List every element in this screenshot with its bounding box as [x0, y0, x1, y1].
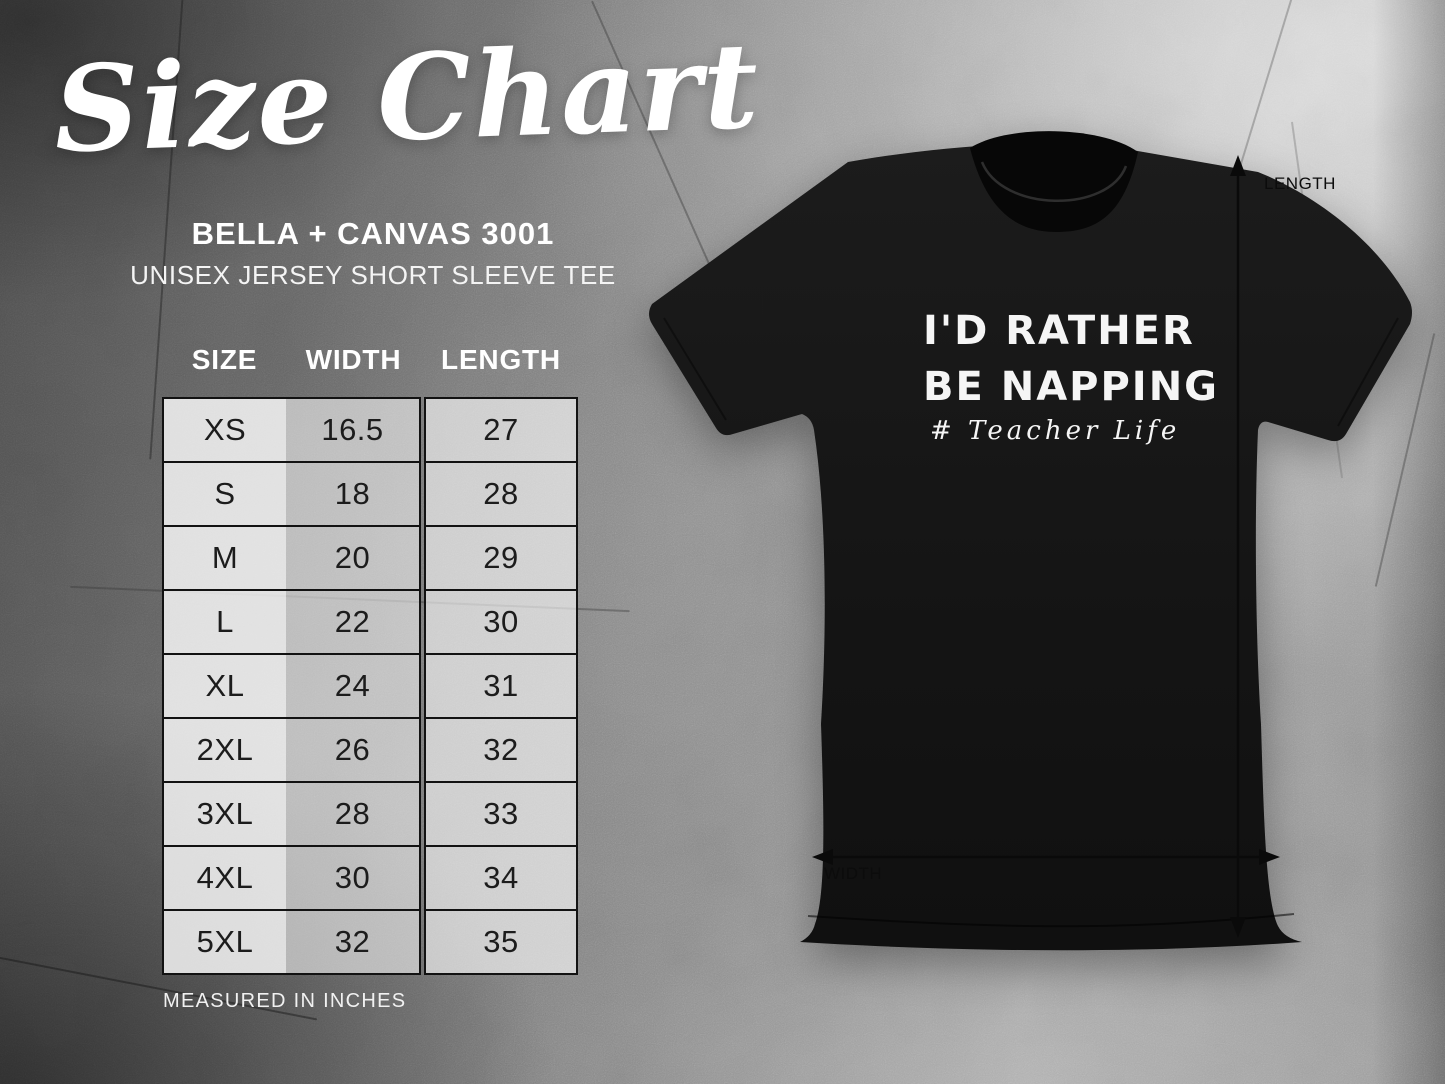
table-row: XL 24: [164, 655, 419, 719]
table-row: 29: [426, 527, 576, 591]
size-cell: XS: [164, 399, 286, 461]
subtitle-block: BELLA + CANVAS 3001 UNISEX JERSEY SHORT …: [118, 216, 628, 291]
length-cell: 29: [426, 527, 576, 589]
tshirt-graphic: [649, 131, 1412, 951]
size-cell: M: [164, 527, 286, 589]
table-row: 3XL 28: [164, 783, 419, 847]
length-label: LENGTH: [1264, 174, 1336, 193]
length-cell: 28: [426, 463, 576, 525]
length-cell: 31: [426, 655, 576, 717]
size-cell: 5XL: [164, 911, 286, 973]
size-cell: 4XL: [164, 847, 286, 909]
brand-name: BELLA + CANVAS 3001: [191, 216, 555, 251]
shirt-print-line2: BE NAPPING: [923, 364, 1219, 410]
table-row: 32: [426, 719, 576, 783]
width-cell: 32: [286, 911, 419, 973]
measurement-units-note: MEASURED IN INCHES: [163, 990, 407, 1012]
column-header-size: SIZE: [191, 344, 258, 375]
table-row: 31: [426, 655, 576, 719]
width-label: WIDTH: [824, 864, 883, 883]
width-cell: 18: [286, 463, 419, 525]
size-cell: S: [164, 463, 286, 525]
table-row: 28: [426, 463, 576, 527]
page-title: Size Chart: [51, 15, 763, 180]
table-row: 27: [426, 399, 576, 463]
column-header-width: WIDTH: [305, 344, 402, 375]
table-row: XS 16.5: [164, 399, 419, 463]
shirt-print-hashtag: # Teacher Life: [930, 416, 1181, 446]
length-cell: 32: [426, 719, 576, 781]
length-cell: 34: [426, 847, 576, 909]
width-cell: 26: [286, 719, 419, 781]
width-cell: 16.5: [286, 399, 419, 461]
table-row: S 18: [164, 463, 419, 527]
table-row: 5XL 32: [164, 911, 419, 973]
column-header-length: LENGTH: [441, 344, 561, 375]
table-row: 4XL 30: [164, 847, 419, 911]
table-row: 35: [426, 911, 576, 973]
length-cell: 35: [426, 911, 576, 973]
width-cell: 30: [286, 847, 419, 909]
width-cell: 22: [286, 591, 419, 653]
size-width-table: XS 16.5 S 18 M 20 L 22 XL 24 2XL 26 3XL 28 4XL 3…: [162, 397, 421, 975]
size-cell: 3XL: [164, 783, 286, 845]
tshirt-mockup: I'D RATHER BE NAPPING # Teacher Life: [618, 104, 1442, 960]
width-cell: 20: [286, 527, 419, 589]
collar-band-seam: [980, 161, 1128, 202]
table-row: 30: [426, 591, 576, 655]
size-cell: XL: [164, 655, 286, 717]
length-cell: 27: [426, 399, 576, 461]
collar-opening: [970, 131, 1138, 232]
length-cell: 30: [426, 591, 576, 653]
product-name: UNISEX JERSEY SHORT SLEEVE TEE: [130, 260, 616, 290]
table-row: 34: [426, 847, 576, 911]
size-cell: L: [164, 591, 286, 653]
table-row: 2XL 26: [164, 719, 419, 783]
right-sleeve-seam: [1337, 317, 1399, 427]
left-sleeve-seam: [663, 317, 727, 421]
shirt-print-line1: I'D RATHER: [923, 308, 1195, 354]
length-table: 27 28 29 30 31 32 33 34 35: [424, 397, 578, 975]
width-cell: 28: [286, 783, 419, 845]
table-header-row: SIZE WIDTH LENGTH: [162, 344, 578, 376]
table-row: M 20: [164, 527, 419, 591]
table-row: 33: [426, 783, 576, 847]
length-cell: 33: [426, 783, 576, 845]
size-cell: 2XL: [164, 719, 286, 781]
table-row: L 22: [164, 591, 419, 655]
tshirt-body: [649, 132, 1412, 951]
width-cell: 24: [286, 655, 419, 717]
